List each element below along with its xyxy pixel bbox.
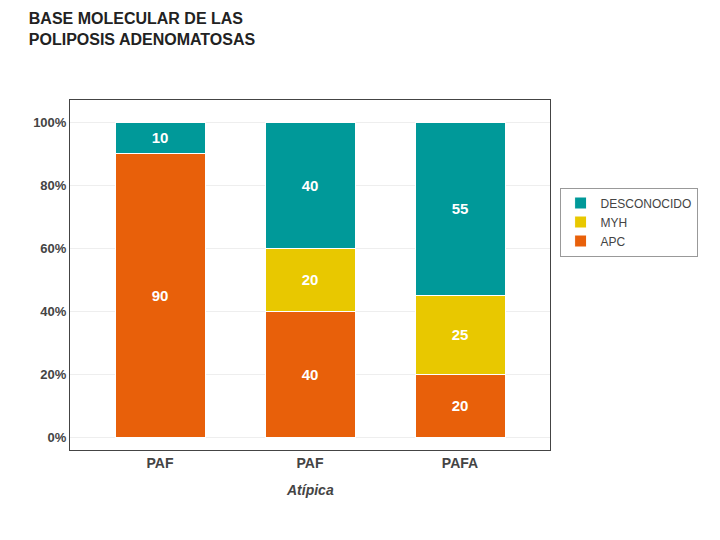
svg-text:100%: 100% xyxy=(33,115,67,130)
svg-text:10: 10 xyxy=(152,129,169,146)
svg-text:PAF: PAF xyxy=(147,455,174,471)
svg-text:PAFA: PAFA xyxy=(442,455,478,471)
svg-text:40: 40 xyxy=(302,366,319,383)
svg-text:DESCONOCIDO: DESCONOCIDO xyxy=(601,197,692,211)
svg-text:BASE MOLECULAR DE LASPOLIPOSIS: BASE MOLECULAR DE LASPOLIPOSIS ADENOMATO… xyxy=(29,10,256,48)
svg-text:80%: 80% xyxy=(40,178,66,193)
svg-text:55: 55 xyxy=(452,200,469,217)
svg-text:0%: 0% xyxy=(48,430,67,445)
svg-text:MYH: MYH xyxy=(601,216,628,230)
svg-text:20%: 20% xyxy=(40,367,66,382)
svg-text:PAF: PAF xyxy=(297,455,324,471)
svg-text:APC: APC xyxy=(601,235,626,249)
svg-text:40%: 40% xyxy=(40,304,66,319)
svg-text:20: 20 xyxy=(302,271,319,288)
svg-text:40: 40 xyxy=(302,177,319,194)
svg-text:90: 90 xyxy=(152,287,169,304)
svg-text:25: 25 xyxy=(452,326,469,343)
svg-text:60%: 60% xyxy=(40,241,66,256)
svg-text:20: 20 xyxy=(452,397,469,414)
svg-text:Atípica: Atípica xyxy=(286,482,334,498)
